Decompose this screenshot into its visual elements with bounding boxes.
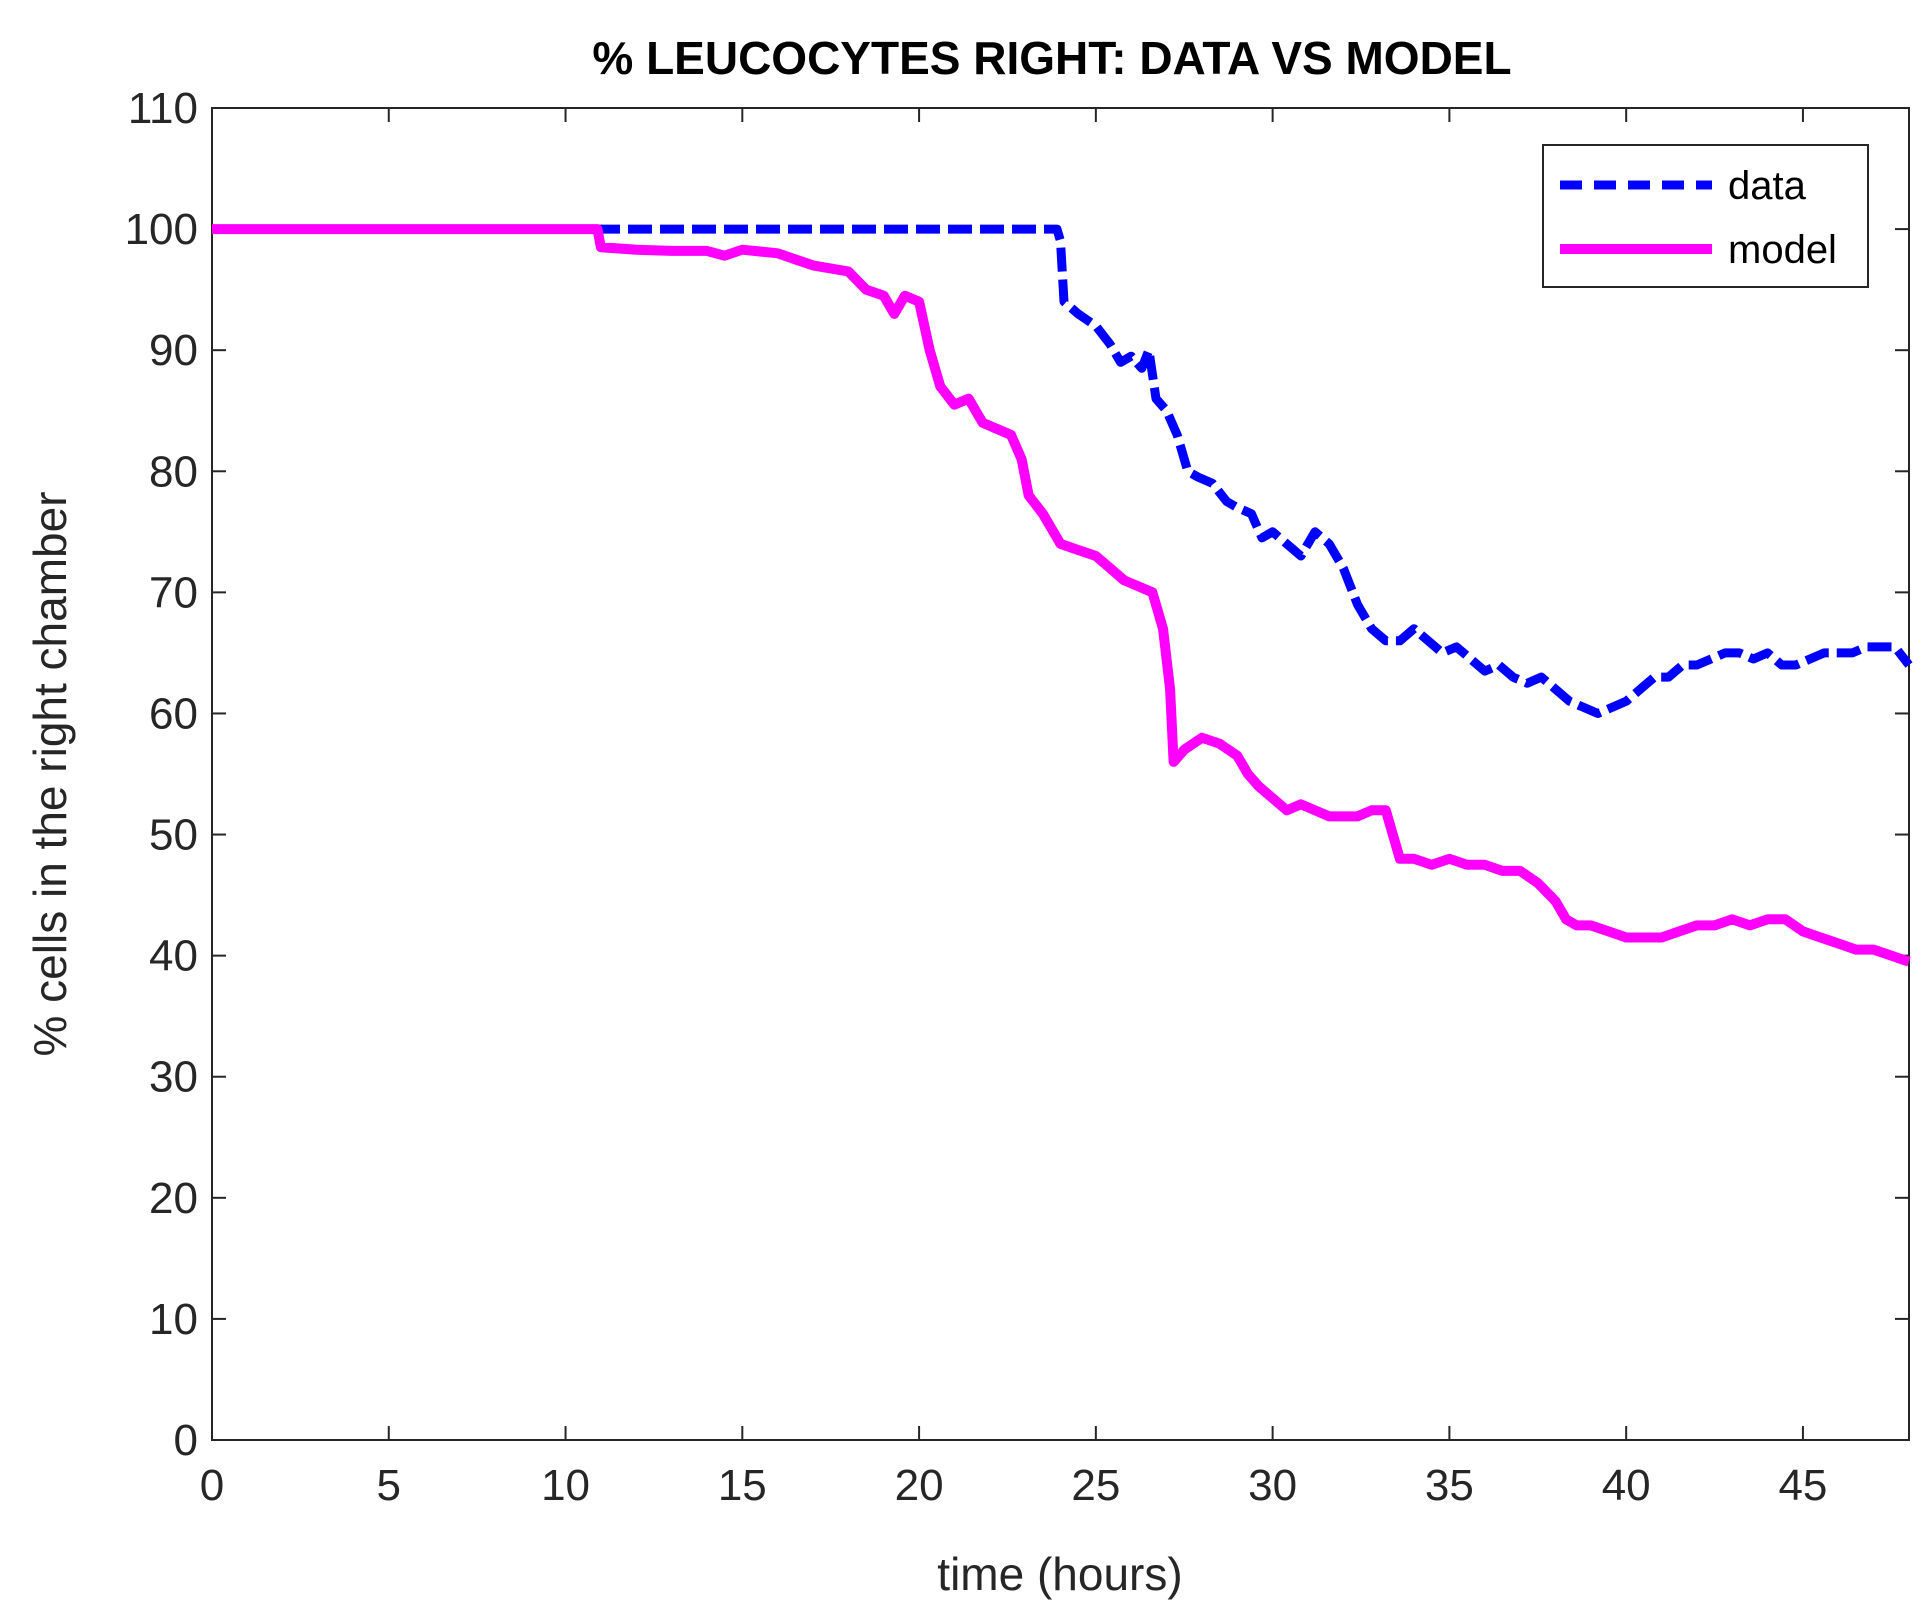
x-axis-label: time (hours) (937, 1548, 1182, 1600)
x-tick-label: 45 (1778, 1461, 1827, 1510)
y-tick-label: 20 (149, 1174, 198, 1223)
x-tick-label: 20 (895, 1461, 944, 1510)
x-tick-label: 10 (541, 1461, 590, 1510)
y-tick-label: 50 (149, 811, 198, 860)
y-tick-label: 90 (149, 326, 198, 375)
y-axis-ticks: 0 10 20 30 40 50 60 70 80 90 100 110 (125, 84, 1909, 1465)
y-tick-label: 70 (149, 568, 198, 617)
x-tick-label: 5 (377, 1461, 401, 1510)
legend-label-model: model (1728, 228, 1837, 272)
series-layer (212, 224, 1913, 967)
series-line-model (212, 224, 1911, 967)
x-tick-label: 0 (200, 1461, 224, 1510)
x-tick-label: 35 (1425, 1461, 1474, 1510)
x-tick-label: 30 (1248, 1461, 1297, 1510)
y-axis-label: % cells in the right chamber (24, 491, 76, 1056)
y-tick-label: 40 (149, 932, 198, 981)
y-tick-label: 100 (125, 205, 198, 254)
legend: data model (1542, 144, 1869, 288)
y-tick-label: 30 (149, 1053, 198, 1102)
x-tick-label: 15 (718, 1461, 767, 1510)
y-tick-label: 10 (149, 1295, 198, 1344)
y-tick-label: 60 (149, 689, 198, 738)
legend-label-data: data (1728, 164, 1807, 208)
x-tick-label: 25 (1071, 1461, 1120, 1510)
y-tick-label: 110 (128, 84, 198, 133)
y-tick-label: 0 (174, 1416, 198, 1465)
x-tick-label: 40 (1602, 1461, 1651, 1510)
y-tick-label: 80 (149, 447, 198, 496)
series-line-data (212, 224, 1913, 718)
chart-title: % LEUCOCYTES RIGHT: DATA VS MODEL (592, 32, 1511, 84)
legend-box (1542, 144, 1869, 288)
x-axis-ticks: 0 5 10 15 20 25 30 35 40 45 (200, 108, 1827, 1510)
plot-area (211, 107, 1910, 1441)
